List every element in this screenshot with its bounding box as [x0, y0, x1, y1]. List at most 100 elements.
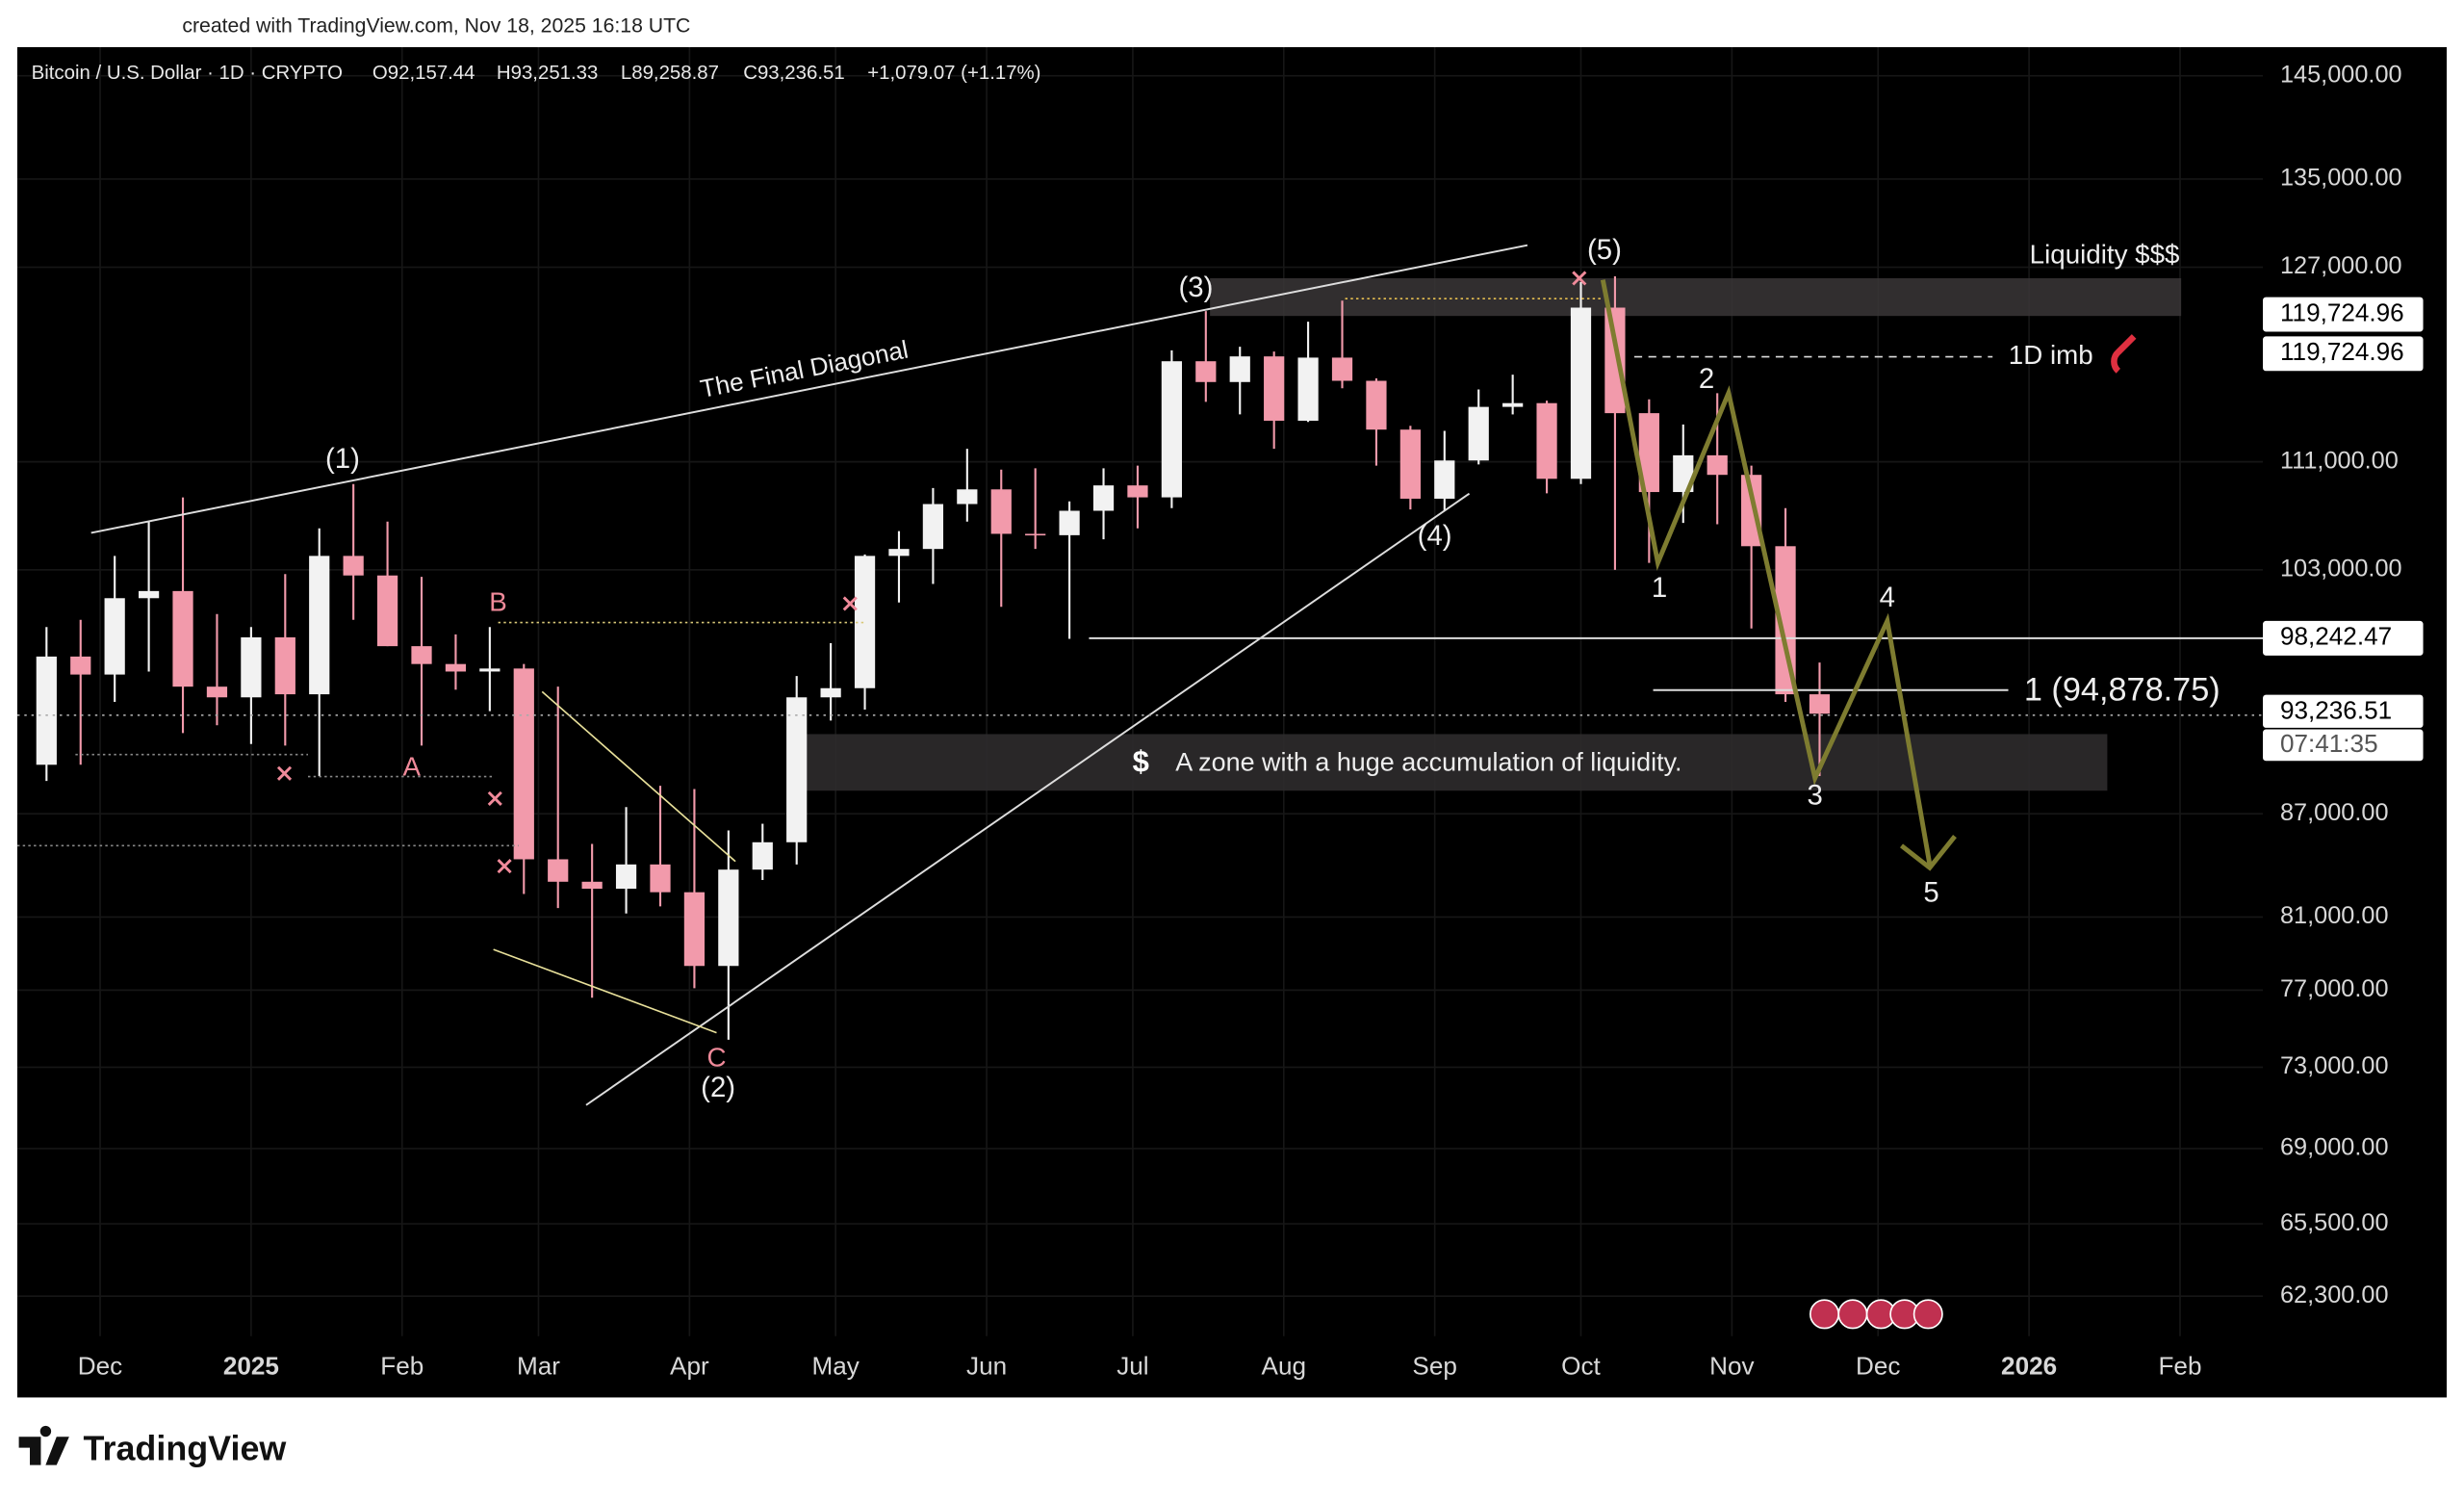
candle-body: [718, 869, 739, 967]
x-tick-label: Mar: [517, 1351, 560, 1380]
candle-body: [683, 892, 706, 967]
annotation: C: [706, 1043, 726, 1073]
projection-arrow: [1900, 835, 1957, 871]
candle-body: [343, 556, 364, 576]
y-tick-label: 73,000.00: [2280, 1052, 2389, 1079]
event-icons: [1810, 1299, 1943, 1330]
candle-body: [376, 575, 398, 647]
candle-body: [786, 697, 808, 842]
candle-body: [1434, 460, 1455, 499]
price-tag: [2263, 694, 2424, 728]
close-price: C93,236.51: [743, 63, 844, 84]
candle-body: [479, 668, 500, 672]
candle-body: [752, 842, 773, 870]
x-tick-label: May: [812, 1351, 860, 1380]
candle-body: [1399, 429, 1421, 499]
x-tick-label: Feb: [2158, 1351, 2201, 1380]
annotation: 1D imb: [2009, 340, 2093, 370]
x-tick-label: Jul: [1116, 1351, 1148, 1380]
annotations: 145,000.00 135,000.00 127,000.00 111,000.00…: [78, 61, 2424, 1380]
annotation: A zone with a huge accumulation of liqui…: [1175, 748, 1681, 777]
candle-body: [1264, 356, 1285, 421]
annotation: Liquidity $$$: [2030, 239, 2180, 269]
annotation: (3): [1178, 272, 1213, 303]
candle-body: [548, 859, 569, 882]
x-tick-label: 2026: [2001, 1351, 2057, 1380]
candle-body: [309, 556, 330, 695]
drawings: [16, 244, 2264, 1106]
candle-body: [1161, 361, 1182, 498]
price-tag-label: 98,242.47: [2280, 622, 2392, 651]
grid: [16, 46, 2264, 1336]
candle-body: [1297, 357, 1319, 421]
x-tick-label: Jun: [966, 1351, 1007, 1380]
price-tag: [2263, 297, 2424, 332]
annotation: 2: [1699, 363, 1714, 395]
candle-body: [513, 668, 534, 860]
price-tag-label: 07:41:35: [2280, 729, 2378, 758]
candle-body: [1536, 402, 1557, 479]
y-tick-label: 127,000.00: [2280, 252, 2402, 279]
y-tick-label: 135,000.00: [2280, 165, 2402, 192]
x-marks: [276, 271, 1587, 874]
x-tick-label: Nov: [1709, 1351, 1754, 1380]
price-tag: [2263, 729, 2424, 762]
candle-body: [445, 663, 467, 672]
y-tick-label: 69,000.00: [2280, 1134, 2389, 1161]
change: +1,079.07 (+1.17%): [867, 63, 1040, 84]
annotation: (5): [1587, 234, 1622, 266]
candle-body: [1604, 307, 1626, 414]
symbol: Bitcoin / U.S. Dollar · 1D · CRYPTO: [32, 63, 343, 84]
candle-body: [1366, 380, 1387, 430]
price-tag: [2263, 336, 2424, 372]
candle-body: [1809, 694, 1831, 714]
annotation: (1): [325, 443, 360, 475]
x-mark: [1572, 271, 1587, 286]
y-tick-label: 65,500.00: [2280, 1209, 2389, 1236]
candle-body: [1741, 475, 1762, 547]
magnet-icon: [2111, 334, 2137, 374]
candles: [36, 276, 1831, 1040]
event-icon: [1912, 1299, 1943, 1330]
candle-body: [1331, 357, 1353, 381]
x-tick-label: Dec: [78, 1351, 122, 1380]
y-tick-label: 81,000.00: [2280, 902, 2389, 929]
y-tick-label: 111,000.00: [2280, 447, 2399, 474]
candle-body: [820, 687, 841, 698]
low-price: L89,258.87: [621, 63, 719, 84]
annotation: (4): [1418, 520, 1452, 552]
candle-body: [650, 864, 671, 893]
annotation: 4: [1880, 582, 1895, 613]
liquidity-zone: [1210, 277, 2182, 317]
annotation: A: [402, 752, 421, 782]
high-price: H93,251.33: [497, 63, 598, 84]
brand: TradingView: [84, 1428, 287, 1467]
candle-body: [274, 636, 295, 695]
logo-mark: [18, 1425, 69, 1465]
x-mark: [842, 596, 858, 611]
candle-body: [1673, 454, 1694, 493]
x-tick-label: Aug: [1262, 1351, 1306, 1380]
annotation: 5: [1923, 877, 1938, 909]
accumulation-zone: [796, 734, 2108, 791]
price-tag-label: 119,724.96: [2280, 298, 2404, 326]
candle-body: [206, 686, 228, 698]
candle-body: [241, 636, 262, 698]
x-tick-label: Dec: [1856, 1351, 1900, 1380]
price-tag: [2263, 620, 2424, 656]
candle-body: [581, 881, 603, 890]
x-tick-label: Sep: [1412, 1351, 1456, 1380]
candle-body: [1195, 361, 1217, 382]
candle-body: [888, 549, 910, 557]
y-tick-label: 87,000.00: [2280, 799, 2389, 826]
y-tick-label: 103,000.00: [2280, 556, 2402, 583]
candle-body: [1059, 510, 1080, 535]
candle-body: [615, 864, 637, 890]
x-tick-label: Feb: [380, 1351, 424, 1380]
candle-body: [172, 590, 193, 687]
annotation: 1 (94,878.75): [2024, 671, 2220, 708]
x-tick-label: 2025: [223, 1351, 279, 1380]
candle-body: [990, 489, 1012, 534]
candle-body: [36, 656, 57, 765]
